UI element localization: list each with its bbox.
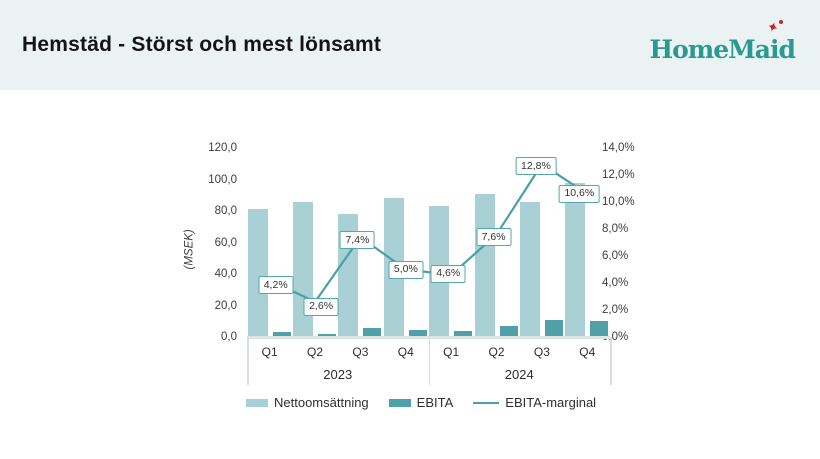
quarter-label: Q2: [307, 345, 324, 359]
bar-ebita: [408, 330, 427, 337]
right-axis-tick: 0,0%: [602, 331, 629, 343]
right-axis-tick: 12,0%: [602, 169, 635, 181]
legend-label: EBITA-marginal: [505, 395, 597, 410]
bar-nettoomsattning: [565, 182, 586, 337]
bar-ebita: [318, 333, 337, 337]
left-axis-tick: 60,0: [214, 236, 237, 249]
quarter-label: Q2: [488, 345, 505, 359]
legend-bar-swatch: [246, 398, 268, 407]
bar-ebita: [363, 327, 382, 337]
page-title: Hemstäd - Störst och mest lönsamt: [22, 33, 382, 56]
legend-label: EBITA: [416, 395, 454, 410]
ebita-marginal-data-label: 5,0%: [388, 260, 424, 279]
legend-bar-swatch: [388, 398, 411, 407]
quarter-label: Q1: [261, 345, 278, 359]
right-axis-tick: 6,0%: [602, 250, 629, 262]
right-axis-tick: 8,0%: [602, 223, 629, 235]
category-separator: [428, 337, 430, 385]
bar-ebita: [590, 320, 609, 337]
left-axis-tick: 40,0: [214, 268, 237, 280]
quarter-label: Q4: [397, 345, 414, 359]
quarter-label: Q4: [579, 345, 596, 359]
left-axis-tick: 80,0: [214, 205, 237, 217]
left-axis-tick: 100,0: [208, 173, 237, 186]
year-label: 2024: [504, 367, 534, 382]
homemaid-logo: HomeMaid ✦: [649, 17, 796, 64]
year-label: 2023: [323, 367, 353, 382]
ebita-marginal-data-label: 12,8%: [515, 157, 557, 176]
ebita-marginal-data-label: 4,2%: [258, 276, 294, 295]
legend-line-swatch: [473, 401, 500, 404]
quarter-label: Q3: [533, 345, 550, 359]
right-axis-tick: 4,0%: [602, 277, 629, 289]
category-separator: [247, 337, 249, 385]
right-axis-tick: 10,0%: [602, 196, 635, 208]
legend-item: EBITA-marginal: [473, 395, 596, 410]
ebita-marginal-data-label: 7,6%: [476, 228, 512, 247]
right-axis-tick: 2,0%: [602, 304, 629, 316]
left-axis-tick: 120,0: [208, 142, 237, 154]
bar-nettoomsattning: [519, 201, 540, 337]
logo-wordmark: HomeMaid: [649, 34, 796, 64]
bar-ebita: [544, 319, 563, 337]
legend-item: Nettoomsättning: [246, 395, 369, 410]
legend-item: EBITA: [388, 395, 454, 410]
bar-ebita: [454, 331, 473, 337]
left-axis-tick: 20,0: [214, 299, 237, 312]
slide-header: Hemstäd - Störst och mest lönsamt HomeMa…: [0, 0, 820, 90]
chart-legend: Nettoomsättning EBITA EBITA-marginal: [246, 395, 596, 410]
left-axis-tick: 0,0: [221, 331, 237, 343]
bar-ebita: [499, 326, 518, 337]
right-axis-tick: 14,0%: [602, 142, 635, 154]
legend-label: Nettoomsättning: [274, 395, 369, 410]
bar-ebita: [272, 331, 291, 337]
ebita-marginal-data-label: 2,6%: [303, 297, 339, 316]
ebita-marginal-data-label: 7,4%: [339, 231, 375, 250]
sparkle-dot-icon: [779, 19, 783, 24]
quarter-label: Q3: [352, 345, 369, 359]
bar-nettoomsattning: [247, 209, 268, 337]
quarter-label: Q1: [443, 345, 460, 359]
ebita-marginal-data-label: 10,6%: [558, 184, 600, 203]
category-separator: [610, 337, 612, 385]
ebita-marginal-data-label: 4,6%: [430, 264, 466, 283]
